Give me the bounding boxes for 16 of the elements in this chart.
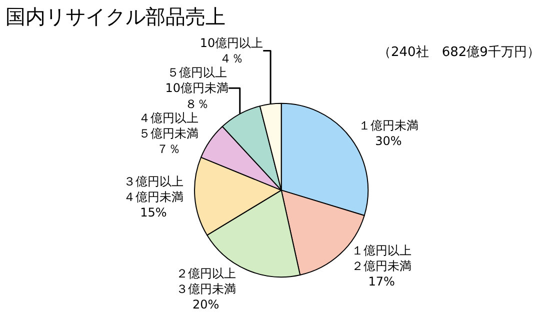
slice-label: ５億円以上10億円未満 — [165, 66, 229, 96]
text: （240社 682億9千万円） — [378, 45, 540, 60]
data-label: 15% — [140, 206, 167, 220]
slice-label: ３億円以上４億円未満 — [123, 174, 184, 204]
slice-label: ２億円以上３億円未満 — [176, 266, 236, 296]
data-label: 30% — [375, 134, 402, 148]
data-label: ７％ — [156, 142, 181, 156]
data-label: ４％ — [220, 52, 244, 66]
data-label: 17% — [368, 274, 395, 289]
slice-label: 10億円以上 — [200, 36, 264, 50]
slice-label: １億円未満 — [358, 118, 418, 132]
slice-label: ４億円以上５億円未満 — [138, 110, 199, 140]
chart-title: 国内リサイクル部品売上 — [6, 4, 226, 28]
data-label: 20% — [192, 298, 220, 312]
data-label: ８％ — [184, 96, 209, 111]
slice-label: １億円以上２億円未満 — [352, 243, 412, 274]
